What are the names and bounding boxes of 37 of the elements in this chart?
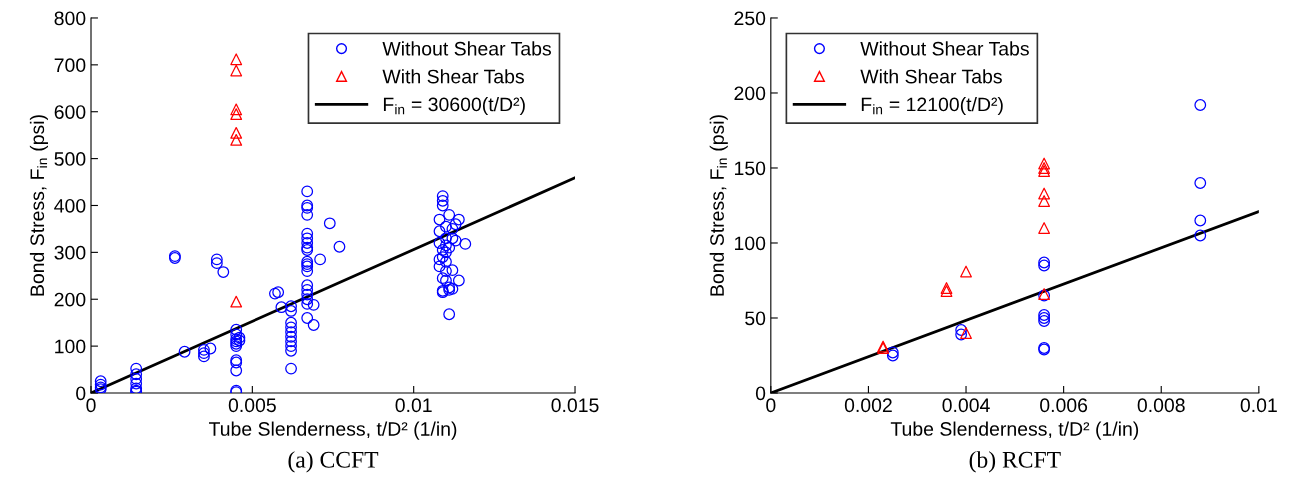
y-tick-label: 400	[54, 198, 86, 213]
x-tick-label: 0.015	[551, 398, 599, 413]
x-tick-label: 0.002	[844, 398, 892, 413]
y-tick-label: 600	[54, 105, 86, 119]
legend-label: With Shear Tabs	[860, 69, 1002, 84]
x-tick-label: 0.004	[942, 398, 990, 413]
y-tick-label: 0	[76, 386, 86, 401]
y-tick-label: 100	[55, 339, 86, 354]
text: (a) CCFT	[288, 451, 379, 473]
y-axis-title: Bond Stress, F$_{in}$ (psi)	[29, 115, 48, 296]
x-tick-label: 0.006	[1040, 398, 1088, 413]
legend-label: F$_{in}$ = 12100(t/D²)	[861, 97, 1003, 116]
x-tick-label: 0.01	[395, 398, 432, 413]
x-tick-label: 0.008	[1137, 398, 1185, 413]
x-axis-title: Tube Slenderness, t/D² (1/in)	[209, 421, 457, 440]
x-tick-label: 0.005	[228, 398, 276, 413]
y-tick-label: 150	[735, 161, 766, 176]
y-tick-label: 700	[54, 58, 86, 73]
y-tick-label: 500	[54, 152, 86, 166]
y-axis-title: Bond Stress, F$_{in}$ (psi)	[709, 115, 728, 296]
y-tick-label: 100	[735, 236, 766, 251]
y-tick-label: 200	[54, 292, 86, 307]
legend-label: Without Shear Tabs	[382, 41, 551, 56]
y-tick-label: 0	[755, 386, 766, 401]
legend-label: F$_{in}$ = 30600(t/D²)	[383, 97, 525, 116]
x-tick-label: 0	[86, 398, 96, 413]
x-tick-label: 0.01	[1240, 398, 1277, 413]
legend-label: Without Shear Tabs	[860, 41, 1029, 56]
y-tick-label: 200	[734, 86, 766, 101]
legend-label: With Shear Tabs	[382, 69, 524, 84]
y-tick-label: 800	[54, 11, 86, 26]
x-tick-label: 0	[766, 398, 776, 413]
y-tick-label: 300	[54, 245, 86, 260]
x-axis-title: Tube Slenderness, t/D² (1/in)	[890, 421, 1139, 440]
text: (b) RCFT	[969, 451, 1061, 473]
y-tick-label: 250	[734, 11, 766, 26]
y-tick-label: 50	[745, 311, 766, 326]
